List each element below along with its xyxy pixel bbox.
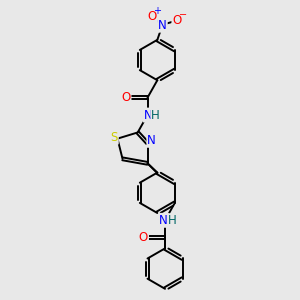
- Text: N: N: [159, 214, 168, 227]
- Text: H: H: [168, 214, 177, 227]
- Text: H: H: [151, 109, 160, 122]
- Text: O: O: [172, 14, 182, 27]
- Text: +: +: [153, 6, 161, 16]
- Text: N: N: [158, 19, 167, 32]
- Text: O: O: [121, 91, 130, 104]
- Text: O: O: [139, 231, 148, 244]
- Text: −: −: [179, 10, 187, 20]
- Text: O: O: [147, 10, 156, 23]
- Text: N: N: [147, 134, 156, 147]
- Text: N: N: [144, 109, 152, 122]
- Text: S: S: [110, 131, 118, 144]
